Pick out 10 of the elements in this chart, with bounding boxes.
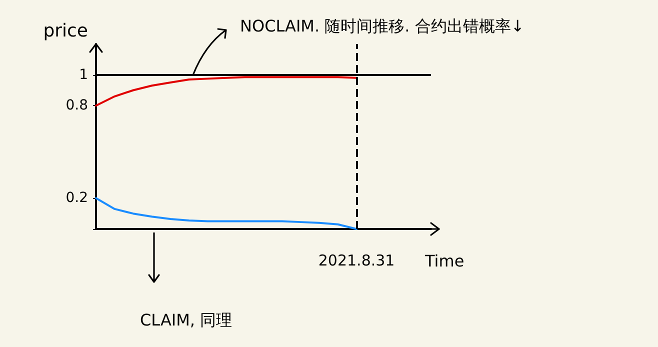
x-tick-label: 2021.8.31 [318,252,395,270]
y-tick-label: 0.8 [66,98,88,114]
line-series [95,197,358,230]
text: CLAIM, 同理 [140,310,232,330]
line-series [95,76,358,107]
y-axis-title: price [43,20,88,42]
y-tick-label: 0.2 [66,190,88,206]
y-tick-label: 1 [79,66,88,83]
text: NOCLAIM. 随时间推移. 合约出错概率↓ [240,16,524,36]
x-axis-title: Time [424,252,464,270]
